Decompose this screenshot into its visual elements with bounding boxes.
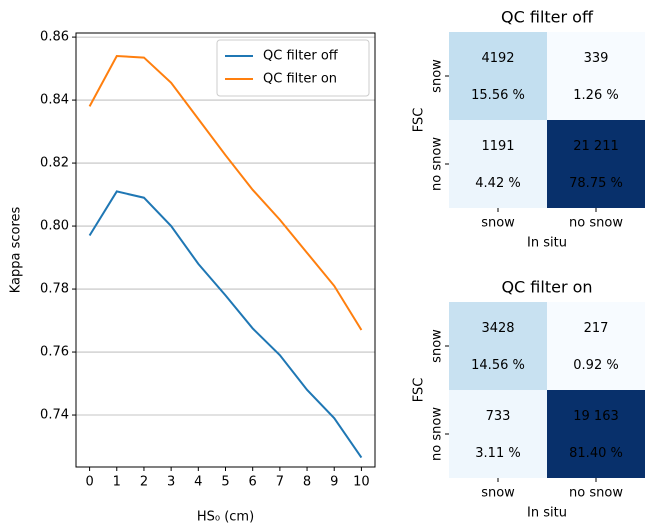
cell-percent: 4.42 % (475, 176, 520, 191)
cell-count: 4192 (481, 51, 514, 66)
x-tick-label: 4 (194, 475, 202, 490)
y-tick-label: 0.80 (40, 219, 69, 234)
x-tick-label: 6 (249, 475, 257, 490)
x-axis-label: In situ (527, 236, 567, 251)
y-tick-label: 0.86 (40, 30, 69, 45)
cell-percent: 0.92 % (573, 358, 618, 373)
x-tick-label: 1 (113, 475, 121, 490)
y-tick-label: 0.84 (40, 93, 69, 108)
data-line (88, 190, 363, 459)
cell-count: 733 (486, 409, 511, 424)
cell-percent: 3.11 % (475, 446, 520, 461)
y-tick-label: 0.78 (40, 282, 69, 297)
x-tick-label: 2 (140, 475, 148, 490)
x-tick-label: 10 (353, 475, 370, 490)
x-tick-label: 9 (330, 475, 338, 490)
heatmap-cell (547, 120, 645, 208)
cell-count: 19 163 (573, 409, 619, 424)
cell-count: 21 211 (573, 139, 619, 154)
heatmap-cell (547, 390, 645, 478)
column-label: no snow (569, 486, 623, 501)
cell-percent: 78.75 % (569, 176, 623, 191)
row-label: snow (430, 59, 445, 93)
row-label: snow (430, 329, 445, 363)
y-tick-label: 0.74 (40, 408, 69, 423)
cell-percent: 81.40 % (569, 446, 623, 461)
cell-count: 1191 (481, 139, 514, 154)
heatmap-title: QC filter off (501, 8, 594, 27)
column-label: snow (481, 486, 515, 501)
heatmap-cell (449, 32, 547, 120)
row-label: no snow (430, 407, 445, 461)
heatmap-cell (547, 32, 645, 120)
heatmap-cell (547, 302, 645, 390)
data-line (88, 54, 363, 331)
cell-count: 3428 (481, 321, 514, 336)
y-axis-label: FSC (412, 108, 427, 133)
legend-box (216, 39, 370, 97)
y-axis-label: FSC (412, 378, 427, 403)
heatmap-cell (449, 120, 547, 208)
x-tick-label: 3 (167, 475, 175, 490)
cell-percent: 15.56 % (471, 88, 525, 103)
x-axis-label: HS₀ (cm) (197, 510, 254, 525)
heatmap-title: QC filter on (501, 278, 592, 297)
row-label: no snow (430, 137, 445, 191)
column-label: no snow (569, 216, 623, 231)
y-axis-label: Kappa scores (9, 206, 24, 293)
x-tick-label: 5 (221, 475, 229, 490)
heatmap-cell (449, 302, 547, 390)
cell-count: 339 (584, 51, 609, 66)
x-axis-label: In situ (527, 506, 567, 521)
x-tick-label: 7 (276, 475, 284, 490)
y-tick-label: 0.82 (40, 156, 69, 171)
cell-percent: 14.56 % (471, 358, 525, 373)
cell-percent: 1.26 % (573, 88, 618, 103)
heatmap-cell (449, 390, 547, 478)
legend-label: QC filter on (263, 72, 337, 87)
x-tick-label: 8 (303, 475, 311, 490)
x-tick-label: 0 (85, 475, 93, 490)
cell-count: 217 (584, 321, 609, 336)
column-label: snow (481, 216, 515, 231)
y-tick-label: 0.76 (40, 345, 69, 360)
plot-frame (75, 32, 376, 468)
legend-label: QC filter off (263, 49, 339, 64)
